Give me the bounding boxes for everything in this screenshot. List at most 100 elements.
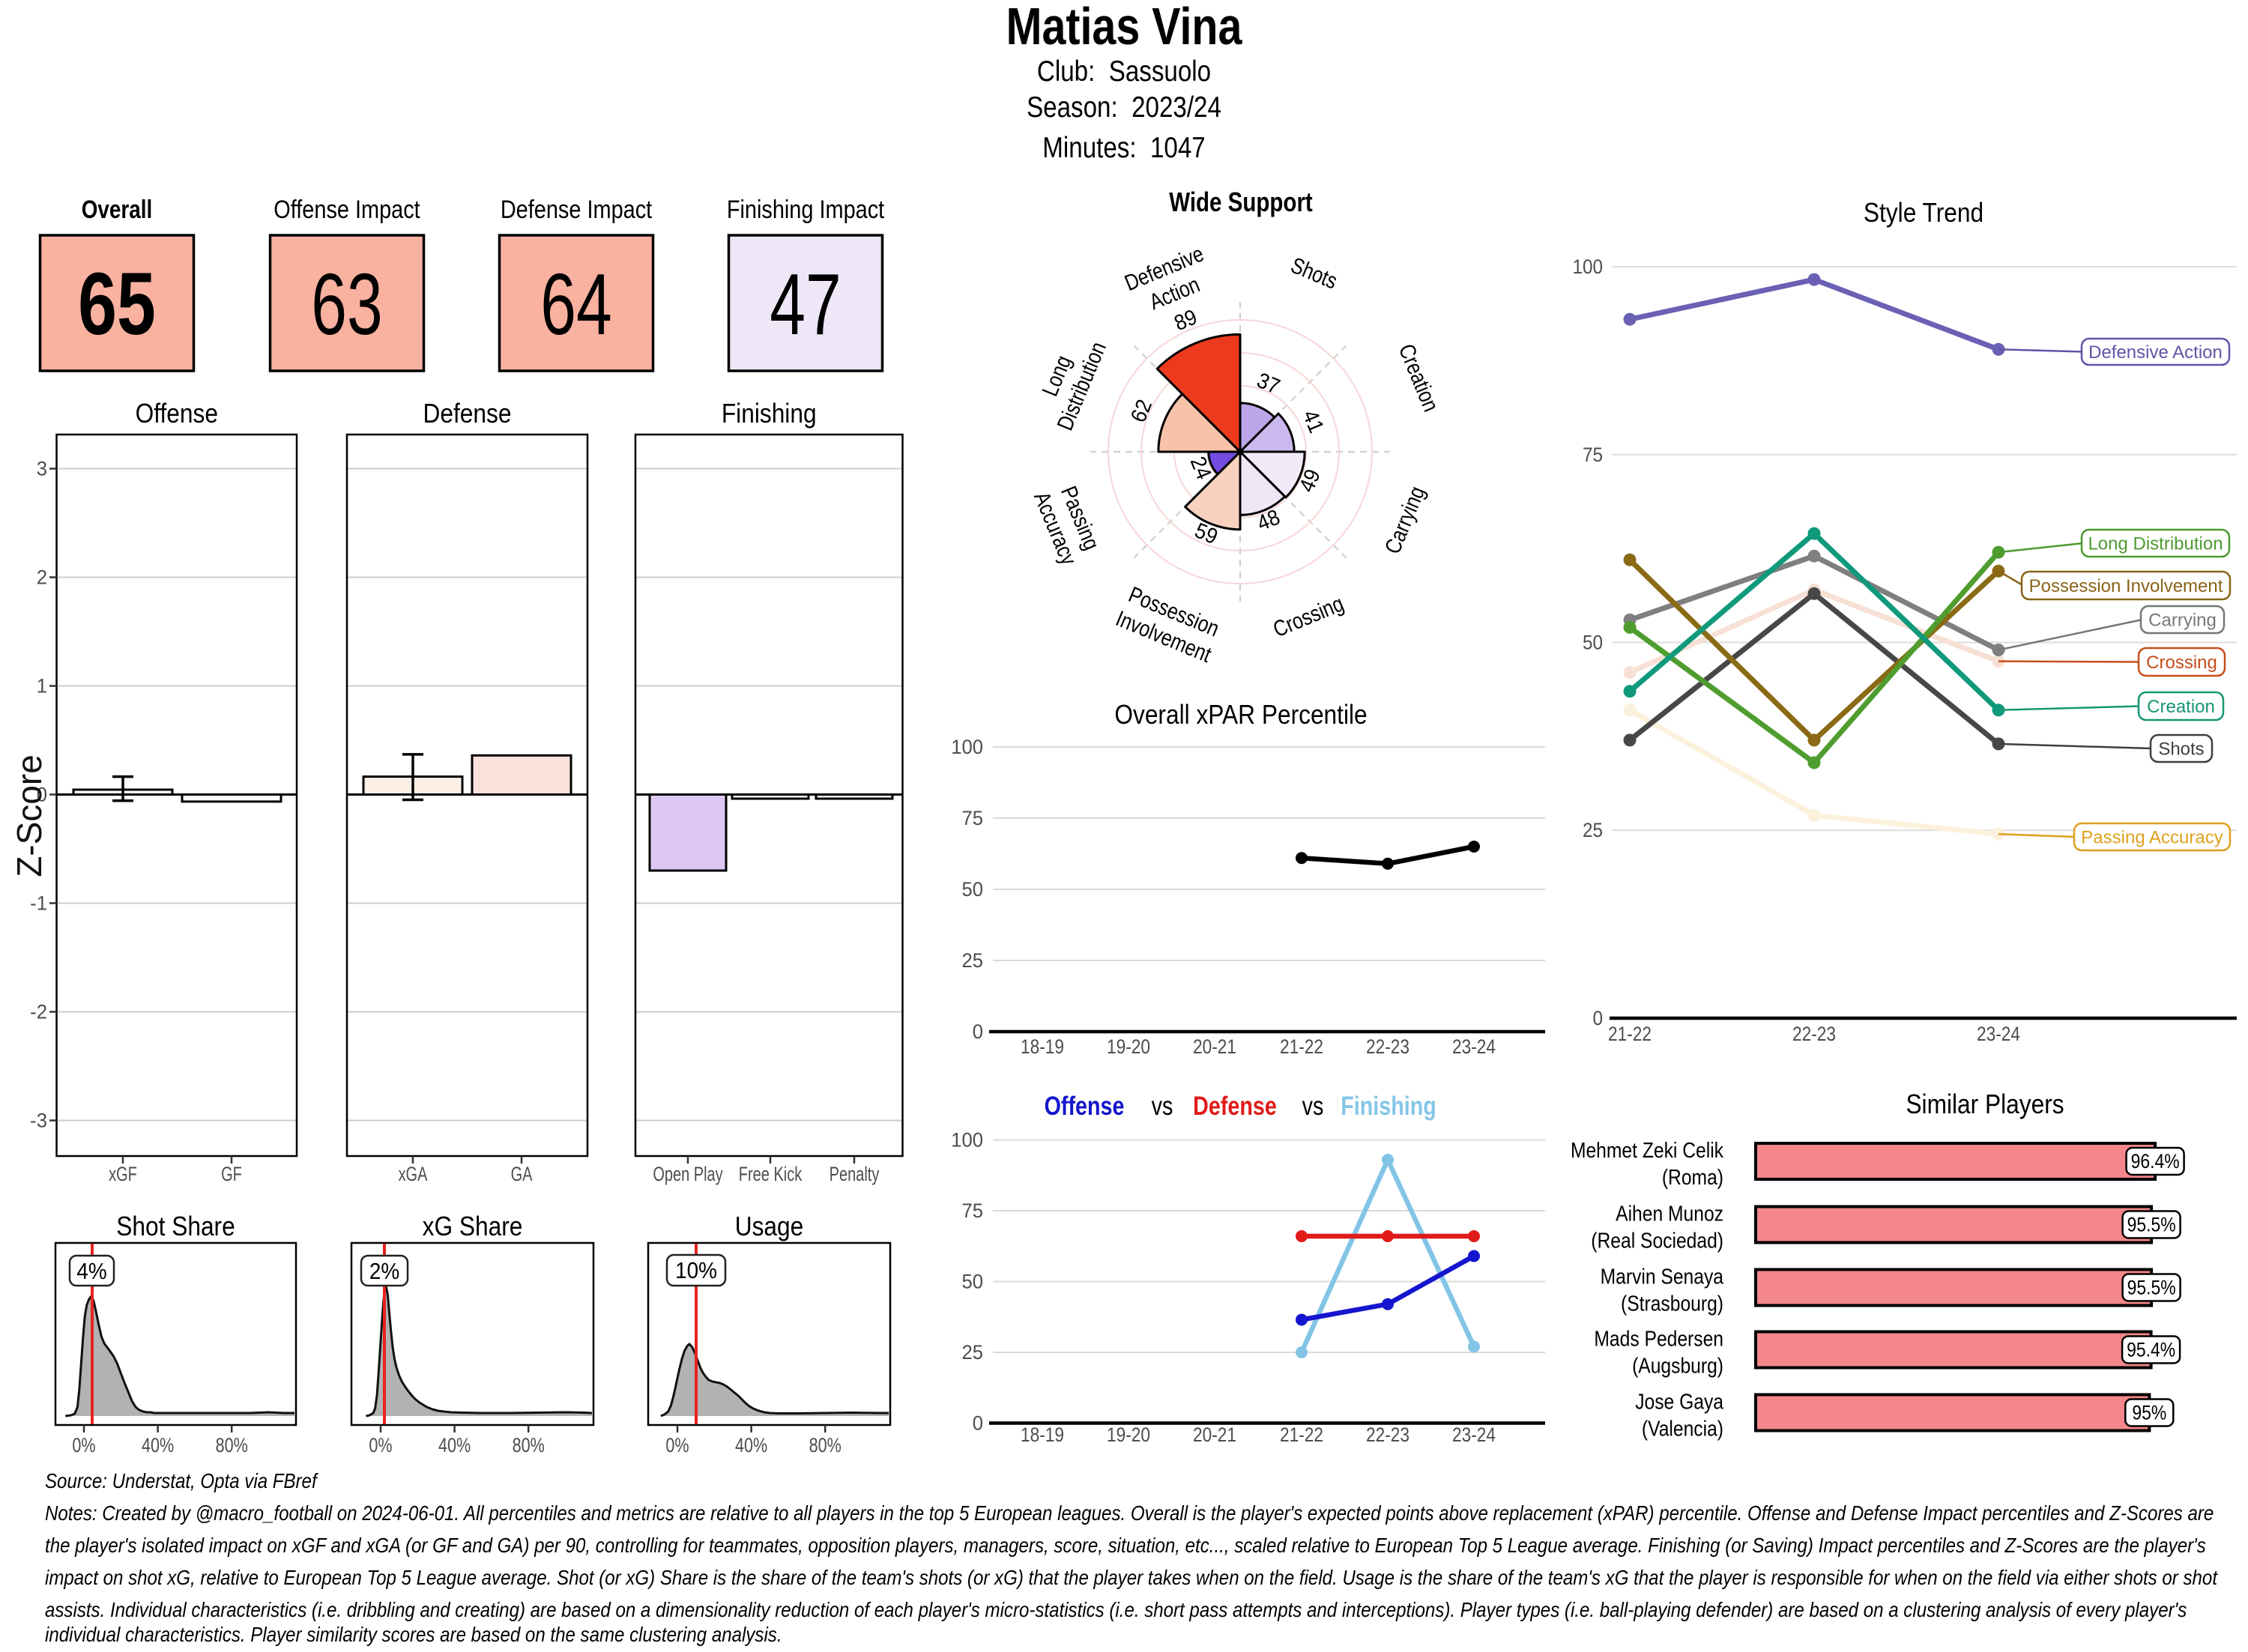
svg-text:Finishing: Finishing	[722, 399, 817, 429]
svg-text:19-20: 19-20	[1107, 1423, 1150, 1446]
svg-text:23-24: 23-24	[1452, 1423, 1496, 1446]
svg-text:22-23: 22-23	[1366, 1035, 1409, 1058]
svg-text:50: 50	[1583, 632, 1603, 653]
svg-text:22-23: 22-23	[1792, 1023, 1836, 1045]
svg-text:0: 0	[973, 1020, 983, 1043]
svg-text:Style Trend: Style Trend	[1864, 198, 1983, 228]
svg-text:Defense: Defense	[423, 399, 512, 429]
svg-text:4%: 4%	[76, 1259, 106, 1285]
svg-text:64: 64	[540, 255, 611, 353]
svg-text:80%: 80%	[216, 1435, 248, 1457]
svg-text:40%: 40%	[438, 1435, 471, 1457]
svg-text:0%: 0%	[369, 1435, 392, 1457]
svg-text:75: 75	[961, 806, 983, 829]
svg-text:25: 25	[961, 948, 983, 972]
svg-text:23-24: 23-24	[1977, 1023, 2020, 1045]
svg-text:20-21: 20-21	[1193, 1423, 1236, 1446]
svg-text:Mads Pedersen: Mads Pedersen	[1594, 1327, 1723, 1351]
svg-text:0: 0	[1592, 1008, 1603, 1029]
svg-text:96.4%: 96.4%	[2131, 1150, 2180, 1173]
svg-text:Similar Players: Similar Players	[1906, 1089, 2064, 1119]
svg-text:Aihen Munoz: Aihen Munoz	[1616, 1202, 1723, 1226]
svg-text:80%: 80%	[809, 1435, 842, 1457]
svg-text:21-22: 21-22	[1608, 1023, 1652, 1045]
svg-text:0%: 0%	[665, 1435, 689, 1457]
svg-text:22-23: 22-23	[1366, 1423, 1409, 1446]
svg-text:assists. Individual characteri: assists. Individual characteristics (i.e…	[45, 1597, 2187, 1621]
svg-text:Shot Share: Shot Share	[116, 1211, 235, 1241]
svg-text:Possession Involvement: Possession Involvement	[2029, 576, 2223, 596]
svg-text:0: 0	[973, 1412, 983, 1435]
svg-text:Crossing: Crossing	[2146, 653, 2217, 673]
svg-text:Offense Impact: Offense Impact	[274, 195, 420, 224]
svg-text:Usage: Usage	[735, 1211, 804, 1241]
svg-text:vs: vs	[1302, 1091, 1324, 1120]
svg-text:Defense: Defense	[1193, 1091, 1277, 1120]
svg-text:47: 47	[770, 255, 841, 353]
svg-text:(Roma): (Roma)	[1662, 1165, 1723, 1189]
svg-text:75: 75	[1583, 444, 1603, 466]
svg-text:95.5%: 95.5%	[2127, 1214, 2176, 1236]
svg-text:50: 50	[961, 877, 983, 901]
svg-text:the player's isolated impact o: the player's isolated impact on xGF and …	[45, 1533, 2206, 1557]
svg-text:impact on shot xG, relative to: impact on shot xG, relative to European …	[45, 1565, 2219, 1589]
svg-text:Long Distribution: Long Distribution	[2088, 534, 2223, 554]
svg-text:xGF: xGF	[109, 1163, 137, 1186]
svg-text:80%: 80%	[513, 1435, 545, 1457]
svg-text:65: 65	[78, 254, 156, 353]
svg-text:vs: vs	[1152, 1091, 1173, 1120]
svg-text:19-20: 19-20	[1107, 1035, 1150, 1058]
svg-text:Free Kick: Free Kick	[739, 1163, 802, 1186]
svg-text:40%: 40%	[735, 1435, 767, 1457]
svg-text:Z-Score: Z-Score	[10, 754, 49, 877]
svg-text:(Real Sociedad): (Real Sociedad)	[1591, 1229, 1723, 1253]
svg-text:Shots: Shots	[2158, 739, 2204, 760]
svg-text:25: 25	[961, 1340, 983, 1364]
svg-text:0%: 0%	[72, 1435, 95, 1457]
svg-text:-1: -1	[30, 892, 47, 915]
svg-text:21-22: 21-22	[1280, 1035, 1323, 1058]
svg-text:75: 75	[961, 1199, 983, 1222]
svg-text:Overall: Overall	[82, 195, 153, 223]
svg-text:Notes: Created by @macro_footb: Notes: Created by @macro_football on 202…	[45, 1501, 2214, 1525]
svg-text:(Valencia): (Valencia)	[1642, 1417, 1723, 1441]
svg-text:Defense Impact: Defense Impact	[501, 195, 653, 224]
svg-text:Overall xPAR Percentile: Overall xPAR Percentile	[1114, 700, 1367, 730]
svg-text:Club: Sassuolo: Club: Sassuolo	[1037, 54, 1211, 87]
svg-text:21-22: 21-22	[1280, 1423, 1323, 1446]
svg-text:Source: Understat, Opta via FB: Source: Understat, Opta via FBref	[45, 1468, 318, 1492]
svg-text:individual characteristics. Pl: individual characteristics. Player simil…	[45, 1622, 782, 1646]
svg-text:25: 25	[1583, 820, 1603, 841]
svg-text:Finishing: Finishing	[1341, 1091, 1436, 1120]
svg-text:xGA: xGA	[399, 1163, 428, 1186]
svg-text:Jose Gaya: Jose Gaya	[1635, 1390, 1723, 1414]
svg-text:0: 0	[37, 783, 47, 806]
svg-text:Offense: Offense	[136, 399, 218, 429]
svg-text:18-19: 18-19	[1021, 1035, 1064, 1058]
svg-text:Wide Support: Wide Support	[1169, 187, 1313, 217]
svg-text:Season: 2023/24: Season: 2023/24	[1027, 90, 1221, 123]
svg-text:3: 3	[37, 457, 47, 480]
svg-text:63: 63	[311, 255, 382, 353]
svg-text:Penalty: Penalty	[830, 1163, 880, 1186]
svg-text:40%: 40%	[142, 1435, 174, 1457]
svg-text:Creation: Creation	[2147, 697, 2215, 717]
svg-text:18-19: 18-19	[1021, 1423, 1064, 1446]
svg-text:GA: GA	[511, 1163, 533, 1186]
svg-text:23-24: 23-24	[1452, 1035, 1496, 1058]
svg-text:1: 1	[37, 674, 47, 698]
svg-text:Passing Accuracy: Passing Accuracy	[2081, 828, 2223, 848]
svg-text:Defensive Action: Defensive Action	[2088, 342, 2223, 363]
svg-text:Marvin Senaya: Marvin Senaya	[1601, 1265, 1723, 1289]
svg-text:10%: 10%	[675, 1258, 717, 1284]
svg-text:Carrying: Carrying	[2148, 611, 2217, 631]
svg-text:Matias Vina: Matias Vina	[1006, 0, 1242, 55]
svg-text:Minutes: 1047: Minutes: 1047	[1042, 130, 1205, 163]
svg-text:Open Play: Open Play	[653, 1163, 722, 1186]
svg-text:(Augsburg): (Augsburg)	[1632, 1354, 1723, 1378]
svg-text:Offense: Offense	[1045, 1091, 1125, 1120]
svg-text:(Strasbourg): (Strasbourg)	[1621, 1292, 1723, 1316]
svg-text:50: 50	[961, 1270, 983, 1293]
svg-text:Finishing Impact: Finishing Impact	[727, 195, 885, 224]
svg-text:-2: -2	[30, 1000, 47, 1023]
